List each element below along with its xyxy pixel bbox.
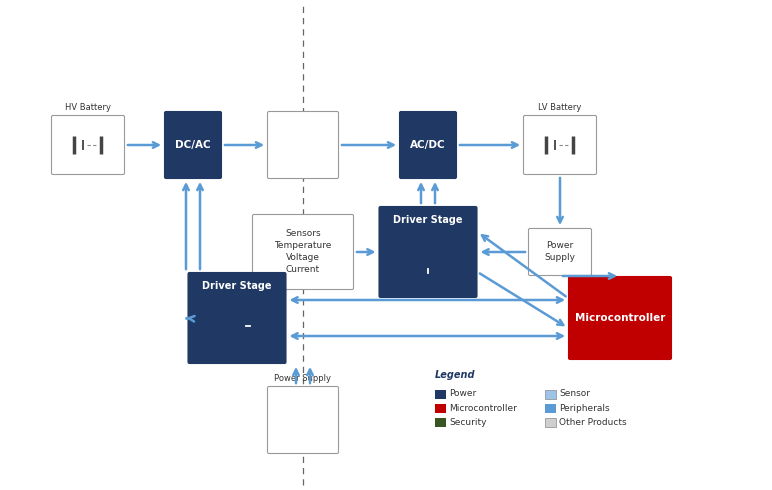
FancyBboxPatch shape <box>545 404 556 413</box>
Text: Temperature: Temperature <box>274 242 332 250</box>
Text: LV Battery: LV Battery <box>538 103 581 112</box>
FancyBboxPatch shape <box>435 390 446 399</box>
Text: Sensors: Sensors <box>285 229 321 239</box>
Text: Supply: Supply <box>544 253 575 263</box>
FancyBboxPatch shape <box>399 112 456 178</box>
FancyBboxPatch shape <box>252 215 354 290</box>
Text: Other Products: Other Products <box>559 417 627 426</box>
Text: Security: Security <box>449 417 486 426</box>
FancyBboxPatch shape <box>545 390 556 399</box>
Text: Sensor: Sensor <box>559 390 590 398</box>
FancyBboxPatch shape <box>52 116 124 174</box>
Text: Driver Stage: Driver Stage <box>202 281 272 291</box>
Text: Peripherals: Peripherals <box>559 403 610 413</box>
Text: Voltage: Voltage <box>286 253 320 263</box>
Text: Legend: Legend <box>435 370 476 380</box>
Text: Microcontroller: Microcontroller <box>449 403 517 413</box>
FancyBboxPatch shape <box>188 272 286 364</box>
FancyBboxPatch shape <box>164 112 222 178</box>
FancyBboxPatch shape <box>379 206 477 297</box>
FancyBboxPatch shape <box>523 116 597 174</box>
FancyBboxPatch shape <box>568 276 672 360</box>
Text: Power: Power <box>449 390 476 398</box>
FancyBboxPatch shape <box>435 404 446 413</box>
Text: Driver Stage: Driver Stage <box>393 215 462 225</box>
FancyBboxPatch shape <box>268 112 338 178</box>
FancyBboxPatch shape <box>545 418 556 427</box>
Text: Power: Power <box>547 242 574 250</box>
FancyBboxPatch shape <box>529 228 591 275</box>
Text: AC/DC: AC/DC <box>410 140 445 150</box>
Text: Current: Current <box>286 266 320 274</box>
FancyBboxPatch shape <box>268 387 338 454</box>
FancyBboxPatch shape <box>435 418 446 427</box>
Text: HV Battery: HV Battery <box>65 103 111 112</box>
Text: Power Supply: Power Supply <box>275 374 331 383</box>
Text: Microcontroller: Microcontroller <box>575 313 665 323</box>
Text: DC/AC: DC/AC <box>175 140 211 150</box>
